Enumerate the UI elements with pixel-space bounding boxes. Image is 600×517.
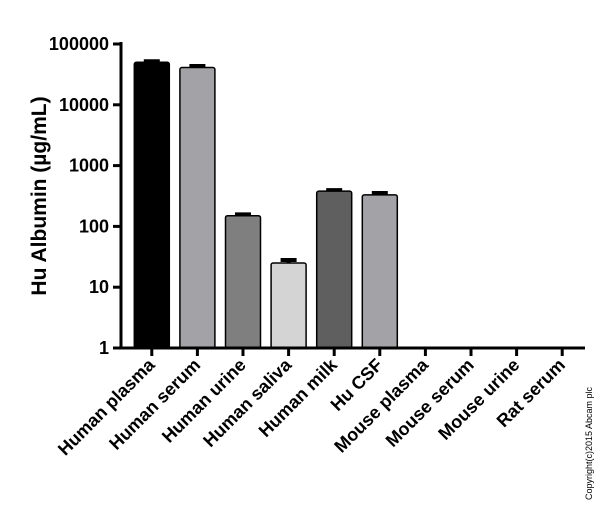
- y-tick-label: 1: [99, 338, 109, 358]
- y-axis-title: Hu Albumin (µg/mL): [28, 96, 51, 295]
- bar: [361, 194, 399, 349]
- bar: [179, 66, 216, 349]
- bar: [133, 61, 171, 349]
- bar: [270, 262, 307, 349]
- copyright: Copyright(c)2015 Abcam plc: [584, 386, 594, 500]
- y-tick-label: 10000: [59, 95, 109, 115]
- y-tick-label: 100: [79, 216, 109, 236]
- y-tick-label: 10: [89, 277, 109, 297]
- bar: [315, 190, 353, 349]
- bar: [224, 214, 262, 349]
- y-tick-label: 1000: [69, 156, 109, 176]
- y-tick-label: 100000: [49, 34, 109, 54]
